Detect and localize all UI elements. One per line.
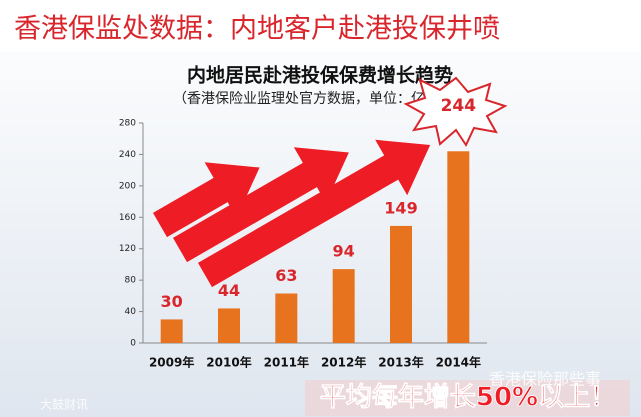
value-label: 244	[441, 96, 477, 116]
annotation: 平均每年增长50%以上！	[320, 382, 616, 413]
value-label: 44	[218, 281, 240, 300]
y-tick-label: 200	[119, 181, 136, 191]
y-tick-label: 80	[125, 276, 137, 286]
value-label: 63	[275, 266, 297, 285]
starburst	[403, 76, 508, 148]
chart-title: 内地居民赴港投保保费增长趋势	[187, 64, 453, 87]
bar	[390, 225, 412, 343]
watermark: 香港保险那些事	[489, 370, 601, 389]
y-tick-label: 240	[119, 150, 136, 160]
x-tick-label: 2014年	[436, 355, 481, 370]
y-tick-label: 280	[119, 119, 136, 129]
y-tick-label: 120	[119, 244, 136, 254]
chart-subtitle: （香港保险业监理处官方数据，单位：亿港元）	[173, 91, 467, 107]
bar	[160, 319, 183, 343]
x-tick-label: 2011年	[264, 355, 309, 370]
watermark: 大鼓财讯	[40, 398, 88, 412]
y-tick-label: 0	[130, 339, 136, 349]
bar	[332, 269, 355, 343]
x-tick-label: 2013年	[378, 355, 423, 370]
annotation-bg	[305, 380, 630, 416]
bar	[447, 151, 470, 343]
x-tick-label: 2009年	[149, 355, 194, 370]
banner-title: 香港保监处数据：内地客户赴港投保井喷	[14, 14, 500, 45]
value-label: 30	[161, 292, 183, 311]
y-tick-label: 40	[125, 307, 137, 317]
y-tick-label: 160	[119, 213, 136, 223]
bar	[218, 308, 240, 343]
banner-bg	[0, 0, 641, 52]
x-tick-label: 2012年	[321, 355, 366, 370]
value-label: 94	[333, 242, 355, 261]
x-tick-label: 2010年	[206, 355, 251, 370]
arrows	[153, 139, 431, 288]
value-label: 149	[384, 198, 417, 217]
bar	[275, 293, 298, 343]
